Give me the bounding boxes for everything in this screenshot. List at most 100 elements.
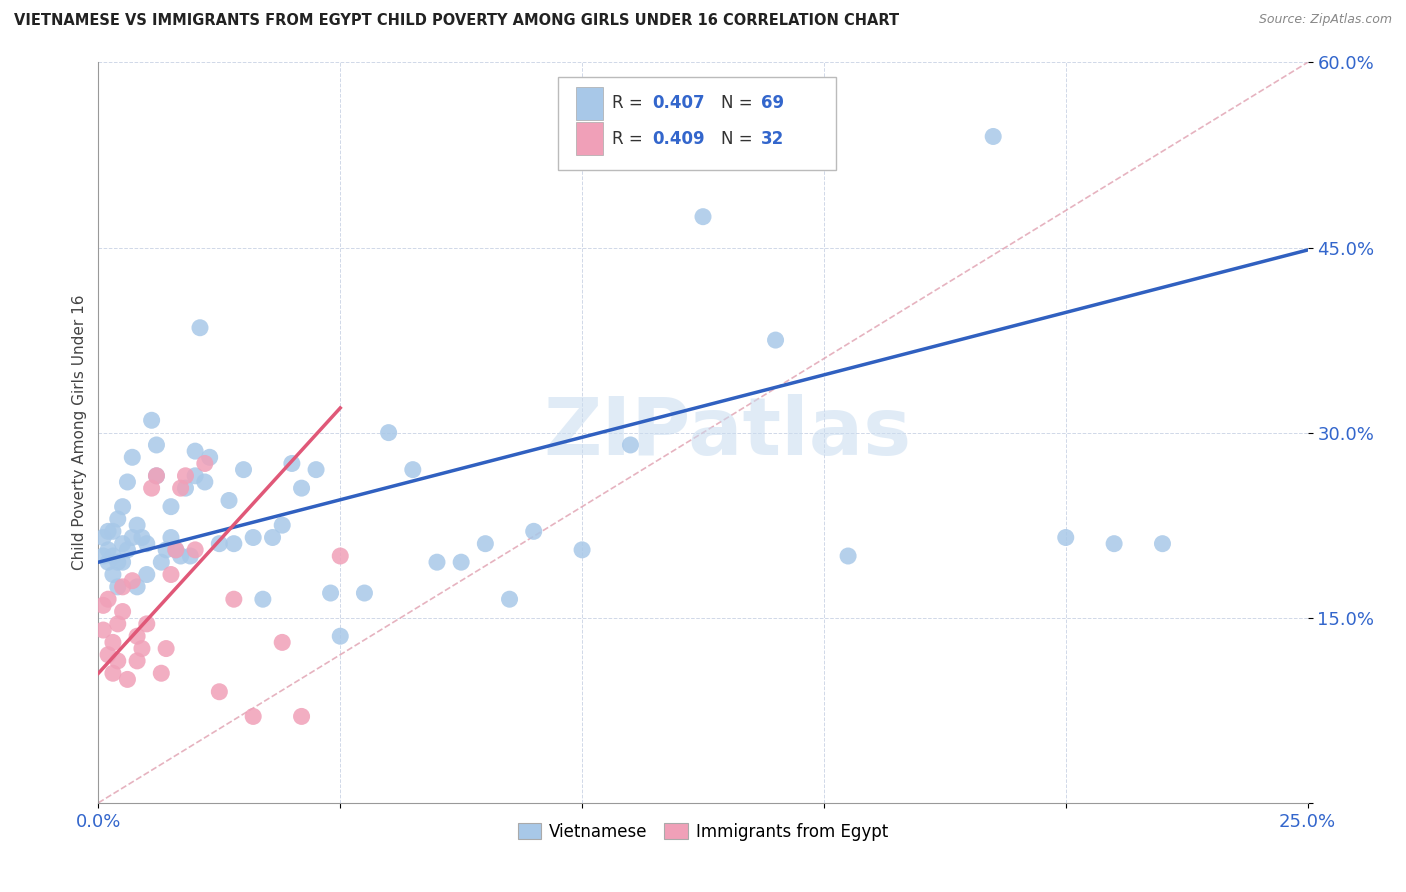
FancyBboxPatch shape xyxy=(576,87,603,120)
Point xyxy=(498,592,520,607)
Point xyxy=(155,641,177,656)
Point xyxy=(174,481,197,495)
Point xyxy=(107,555,129,569)
Point xyxy=(145,468,167,483)
Point xyxy=(117,542,139,557)
Point xyxy=(271,635,294,649)
Point xyxy=(208,685,231,699)
FancyBboxPatch shape xyxy=(558,78,837,169)
Point xyxy=(305,462,328,476)
Point xyxy=(145,438,167,452)
Point xyxy=(450,555,472,569)
Point xyxy=(111,536,134,550)
Text: Source: ZipAtlas.com: Source: ZipAtlas.com xyxy=(1258,13,1392,27)
Point xyxy=(208,536,231,550)
Point xyxy=(571,542,593,557)
Point xyxy=(290,709,312,723)
Point xyxy=(111,555,134,569)
Point xyxy=(188,320,211,334)
Point xyxy=(184,468,207,483)
Text: 32: 32 xyxy=(761,129,785,148)
Point xyxy=(141,481,163,495)
Point xyxy=(101,524,124,539)
Point xyxy=(91,531,114,545)
Point xyxy=(242,709,264,723)
Point xyxy=(101,567,124,582)
Point xyxy=(174,468,197,483)
Point xyxy=(232,462,254,476)
Point xyxy=(218,493,240,508)
Point xyxy=(169,481,191,495)
Point xyxy=(160,500,183,514)
Point xyxy=(127,518,149,533)
Point xyxy=(101,635,124,649)
Text: VIETNAMESE VS IMMIGRANTS FROM EGYPT CHILD POVERTY AMONG GIRLS UNDER 16 CORRELATI: VIETNAMESE VS IMMIGRANTS FROM EGYPT CHIL… xyxy=(14,13,900,29)
Point xyxy=(97,592,120,607)
FancyBboxPatch shape xyxy=(576,122,603,155)
Point xyxy=(117,475,139,489)
Point xyxy=(242,531,264,545)
Point xyxy=(107,580,129,594)
Point xyxy=(117,673,139,687)
Point xyxy=(131,641,153,656)
Point xyxy=(262,531,284,545)
Point xyxy=(184,444,207,458)
Point xyxy=(281,457,304,471)
Text: ZIPatlas: ZIPatlas xyxy=(543,393,911,472)
Point xyxy=(127,629,149,643)
Text: 69: 69 xyxy=(761,95,785,112)
Point xyxy=(127,580,149,594)
Point xyxy=(121,574,143,588)
Point xyxy=(150,555,173,569)
Point xyxy=(111,500,134,514)
Point xyxy=(135,567,157,582)
Text: 0.409: 0.409 xyxy=(652,129,704,148)
Point xyxy=(523,524,546,539)
Point xyxy=(131,531,153,545)
Point xyxy=(290,481,312,495)
Point xyxy=(91,549,114,563)
Point xyxy=(101,666,124,681)
Text: R =: R = xyxy=(613,95,648,112)
Point xyxy=(135,536,157,550)
Point xyxy=(329,629,352,643)
Point xyxy=(160,531,183,545)
Point xyxy=(165,542,187,557)
Point xyxy=(97,555,120,569)
Text: 0.407: 0.407 xyxy=(652,95,704,112)
Point xyxy=(111,605,134,619)
Point xyxy=(184,542,207,557)
Point xyxy=(107,512,129,526)
Text: N =: N = xyxy=(721,95,758,112)
Point xyxy=(97,542,120,557)
Point xyxy=(1102,536,1125,550)
Point xyxy=(111,580,134,594)
Point xyxy=(329,549,352,563)
Text: R =: R = xyxy=(613,129,648,148)
Point xyxy=(91,623,114,637)
Point xyxy=(222,536,245,550)
Point xyxy=(97,648,120,662)
Point xyxy=(194,457,217,471)
Point xyxy=(169,549,191,563)
Legend: Vietnamese, Immigrants from Egypt: Vietnamese, Immigrants from Egypt xyxy=(510,816,896,847)
Point xyxy=(101,549,124,563)
Point xyxy=(145,468,167,483)
Text: N =: N = xyxy=(721,129,758,148)
Point xyxy=(377,425,399,440)
Point xyxy=(127,654,149,668)
Point xyxy=(150,666,173,681)
Point xyxy=(198,450,221,465)
Point xyxy=(319,586,342,600)
Point xyxy=(981,129,1004,144)
Point xyxy=(474,536,496,550)
Point xyxy=(121,531,143,545)
Point xyxy=(1054,531,1077,545)
Point xyxy=(837,549,859,563)
Point xyxy=(271,518,294,533)
Point xyxy=(179,549,201,563)
Point xyxy=(692,210,714,224)
Point xyxy=(619,438,641,452)
Point xyxy=(107,654,129,668)
Point xyxy=(141,413,163,427)
